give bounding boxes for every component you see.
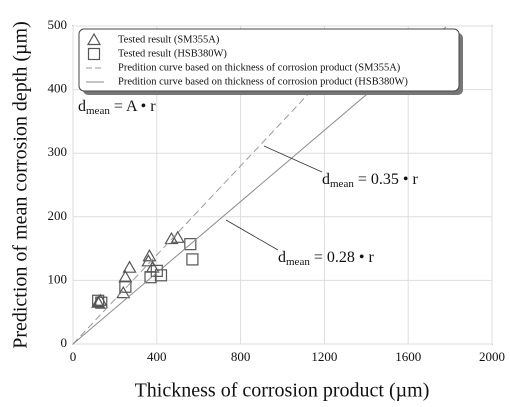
legend-label: Tested result (HSB380W) [118,48,227,59]
legend-box [78,28,460,92]
x-tick-label: 1200 [311,349,337,364]
annotation-rest: = 0.35 • r [354,171,419,188]
y-axis-label: Prediction of mean corrosion depth (µm) [10,21,32,349]
annotation-arrow [263,145,323,173]
y-tick-label: 100 [48,271,68,286]
x-tick-label: 400 [147,349,167,364]
x-axis-label: Thickness of corrosion product (µm) [135,380,430,402]
square-marker [150,264,163,277]
x-tick-label: 1600 [395,349,421,364]
annotation: dmean = A • r [78,98,156,117]
annotation-base: d [278,249,286,266]
triangle-marker [142,249,157,262]
square-marker [186,253,199,266]
square-marker [92,294,105,307]
y-tick-label: 500 [48,17,68,32]
triangle-marker [170,230,185,243]
x-tick-label: 0 [70,349,77,364]
annotation: dmean = 0.28 • r [278,249,374,268]
square-marker [119,280,132,293]
legend-label: Tested result (SM355A) [118,34,220,45]
legend: Tested result (SM355A) Tested result (HSB… [78,28,463,95]
annotation-subscript: mean [330,178,354,190]
annotation: dmean = 0.35 • r [322,171,418,190]
legend-label: Predition curve based on thickness of co… [118,76,408,87]
y-tick-label: 200 [48,208,68,223]
x-tick-label: 2000 [479,349,505,364]
triangle-marker [86,32,102,46]
annotation-rest: = 0.28 • r [310,249,375,266]
triangle-marker [122,260,137,273]
y-tick-label: 0 [61,335,68,350]
y-tick-label: 400 [48,81,68,96]
annotation-base: d [322,171,330,188]
annotation-base: d [78,98,86,115]
triangle-marker [91,295,106,308]
square-marker [87,47,101,61]
annotation-subscript: mean [86,105,110,117]
annotation-arrow [225,219,279,251]
prediction-line [72,89,313,345]
x-tick-label: 800 [231,349,251,364]
y-tick-label: 300 [48,144,68,159]
annotation-rest: = A • r [110,98,156,115]
annotation-subscript: mean [286,256,310,268]
square-marker [95,296,108,309]
legend-label: Predition curve based on thickness of co… [118,62,401,73]
square-marker [184,238,197,251]
